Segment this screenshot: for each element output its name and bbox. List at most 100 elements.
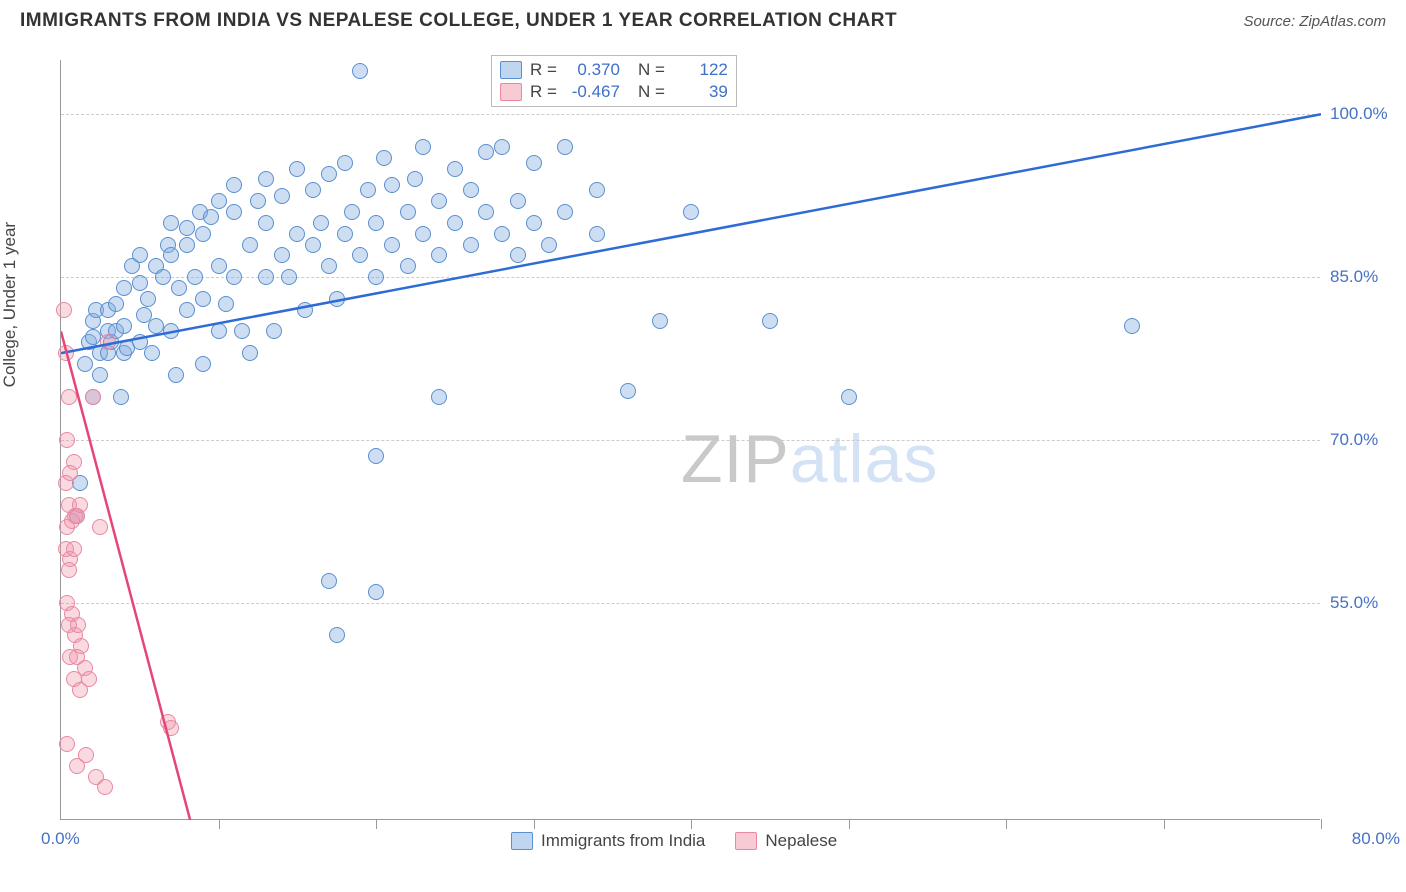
data-point xyxy=(70,617,86,633)
data-point xyxy=(226,269,242,285)
data-point xyxy=(281,269,297,285)
legend-label: Nepalese xyxy=(765,831,837,851)
plot-area: R =0.370N =122R =-0.467N =39 ZIPatlas 0.… xyxy=(60,60,1320,820)
data-point xyxy=(140,291,156,307)
data-point xyxy=(100,334,116,350)
data-point xyxy=(56,302,72,318)
data-point xyxy=(179,302,195,318)
data-point xyxy=(211,193,227,209)
data-point xyxy=(321,258,337,274)
data-point xyxy=(620,383,636,399)
data-point xyxy=(400,258,416,274)
gridline xyxy=(61,603,1320,604)
data-point xyxy=(297,302,313,318)
gridline xyxy=(61,114,1320,115)
data-point xyxy=(155,269,171,285)
legend-swatch-icon xyxy=(511,832,533,850)
data-point xyxy=(163,215,179,231)
data-point xyxy=(92,519,108,535)
legend-item: Immigrants from India xyxy=(511,831,705,851)
y-axis-label: College, Under 1 year xyxy=(0,222,20,387)
data-point xyxy=(384,237,400,253)
data-point xyxy=(195,291,211,307)
data-point xyxy=(168,367,184,383)
data-point xyxy=(62,465,78,481)
data-point xyxy=(510,193,526,209)
data-point xyxy=(447,161,463,177)
data-point xyxy=(384,177,400,193)
data-point xyxy=(59,432,75,448)
data-point xyxy=(78,747,94,763)
r-label: R = xyxy=(530,60,557,80)
data-point xyxy=(163,247,179,263)
data-point xyxy=(144,345,160,361)
r-value: 0.370 xyxy=(565,60,620,80)
data-point xyxy=(683,204,699,220)
data-point xyxy=(447,215,463,231)
data-point xyxy=(526,215,542,231)
r-value: -0.467 xyxy=(565,82,620,102)
data-point xyxy=(85,389,101,405)
data-point xyxy=(431,247,447,263)
x-tick xyxy=(1006,819,1007,829)
data-point xyxy=(368,269,384,285)
watermark: ZIPatlas xyxy=(681,420,938,498)
data-point xyxy=(116,318,132,334)
data-point xyxy=(652,313,668,329)
data-point xyxy=(494,226,510,242)
correlation-legend: R =0.370N =122R =-0.467N =39 xyxy=(491,55,737,107)
data-point xyxy=(250,193,266,209)
data-point xyxy=(762,313,778,329)
data-point xyxy=(195,356,211,372)
data-point xyxy=(61,562,77,578)
gridline xyxy=(61,277,1320,278)
data-point xyxy=(77,356,93,372)
data-point xyxy=(116,280,132,296)
data-point xyxy=(179,220,195,236)
data-point xyxy=(494,139,510,155)
data-point xyxy=(108,296,124,312)
legend-row: R =-0.467N =39 xyxy=(500,81,728,103)
data-point xyxy=(242,345,258,361)
data-point xyxy=(195,226,211,242)
y-tick-label: 85.0% xyxy=(1330,267,1400,287)
data-point xyxy=(305,182,321,198)
n-value: 122 xyxy=(673,60,728,80)
data-point xyxy=(179,237,195,253)
y-tick-label: 55.0% xyxy=(1330,593,1400,613)
x-tick xyxy=(219,819,220,829)
x-tick xyxy=(376,819,377,829)
chart-title: IMMIGRANTS FROM INDIA VS NEPALESE COLLEG… xyxy=(20,10,897,32)
data-point xyxy=(841,389,857,405)
x-tick xyxy=(691,819,692,829)
n-value: 39 xyxy=(673,82,728,102)
source-label: Source: ZipAtlas.com xyxy=(1243,13,1386,30)
data-point xyxy=(407,171,423,187)
data-point xyxy=(218,296,234,312)
data-point xyxy=(234,323,250,339)
data-point xyxy=(92,367,108,383)
data-point xyxy=(415,139,431,155)
data-point xyxy=(148,318,164,334)
data-point xyxy=(557,204,573,220)
data-point xyxy=(59,736,75,752)
data-point xyxy=(226,177,242,193)
legend-item: Nepalese xyxy=(735,831,837,851)
x-axis-min: 0.0% xyxy=(41,829,80,849)
data-point xyxy=(266,323,282,339)
data-point xyxy=(526,155,542,171)
data-point xyxy=(463,182,479,198)
legend-label: Immigrants from India xyxy=(541,831,705,851)
gridline xyxy=(61,440,1320,441)
data-point xyxy=(85,329,101,345)
data-point xyxy=(557,139,573,155)
data-point xyxy=(478,144,494,160)
data-point xyxy=(329,291,345,307)
data-point xyxy=(1124,318,1140,334)
data-point xyxy=(81,671,97,687)
data-point xyxy=(431,389,447,405)
data-point xyxy=(352,247,368,263)
data-point xyxy=(368,215,384,231)
data-point xyxy=(400,204,416,220)
data-point xyxy=(541,237,557,253)
